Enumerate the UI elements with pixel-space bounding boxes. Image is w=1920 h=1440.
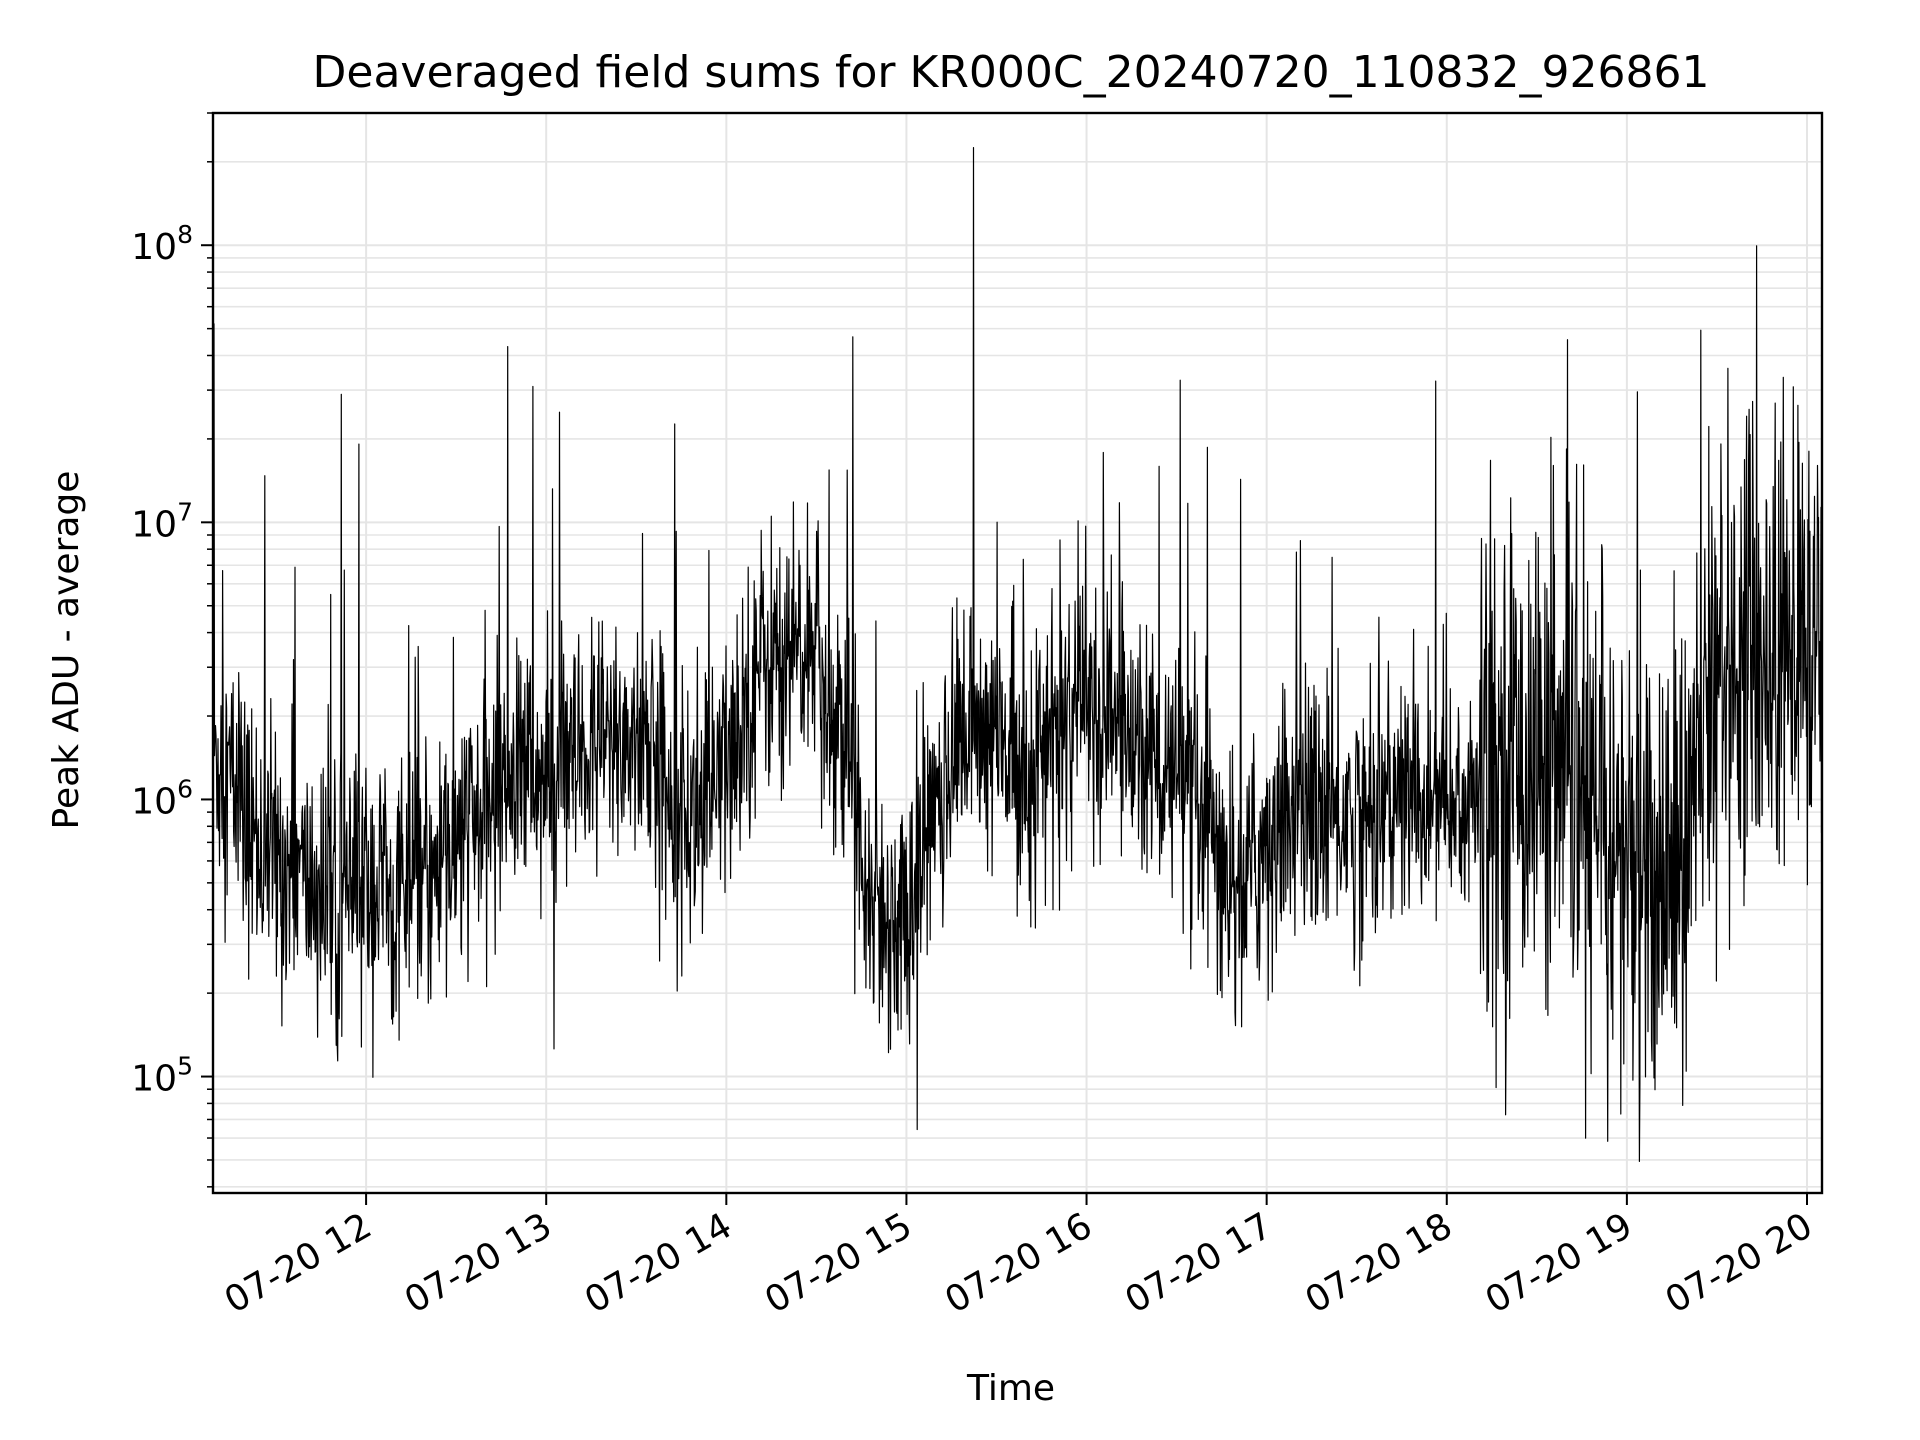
- series-line: [212, 147, 1823, 1162]
- y-axis-label: Peak ADU - average: [46, 471, 87, 830]
- y-tick-exponent: 5: [177, 1052, 193, 1081]
- chart-title: Deaveraged field sums for KR000C_2024072…: [313, 47, 1710, 98]
- y-tick-base: 10: [131, 227, 177, 268]
- y-tick-label: 107: [131, 497, 193, 545]
- y-tick-exponent: 8: [177, 220, 193, 249]
- y-tick-base: 10: [131, 504, 177, 545]
- x-axis-label: Time: [966, 1368, 1055, 1409]
- y-tick-label: 105: [131, 1052, 193, 1100]
- plot-frame: [211, 111, 1824, 1195]
- y-tick-label: 108: [131, 220, 193, 268]
- y-tick-label: 106: [131, 774, 193, 822]
- y-tick-base: 10: [131, 781, 177, 822]
- y-tick-exponent: 7: [177, 497, 193, 526]
- y-tick-base: 10: [131, 1059, 177, 1100]
- y-tick-exponent: 6: [177, 774, 193, 803]
